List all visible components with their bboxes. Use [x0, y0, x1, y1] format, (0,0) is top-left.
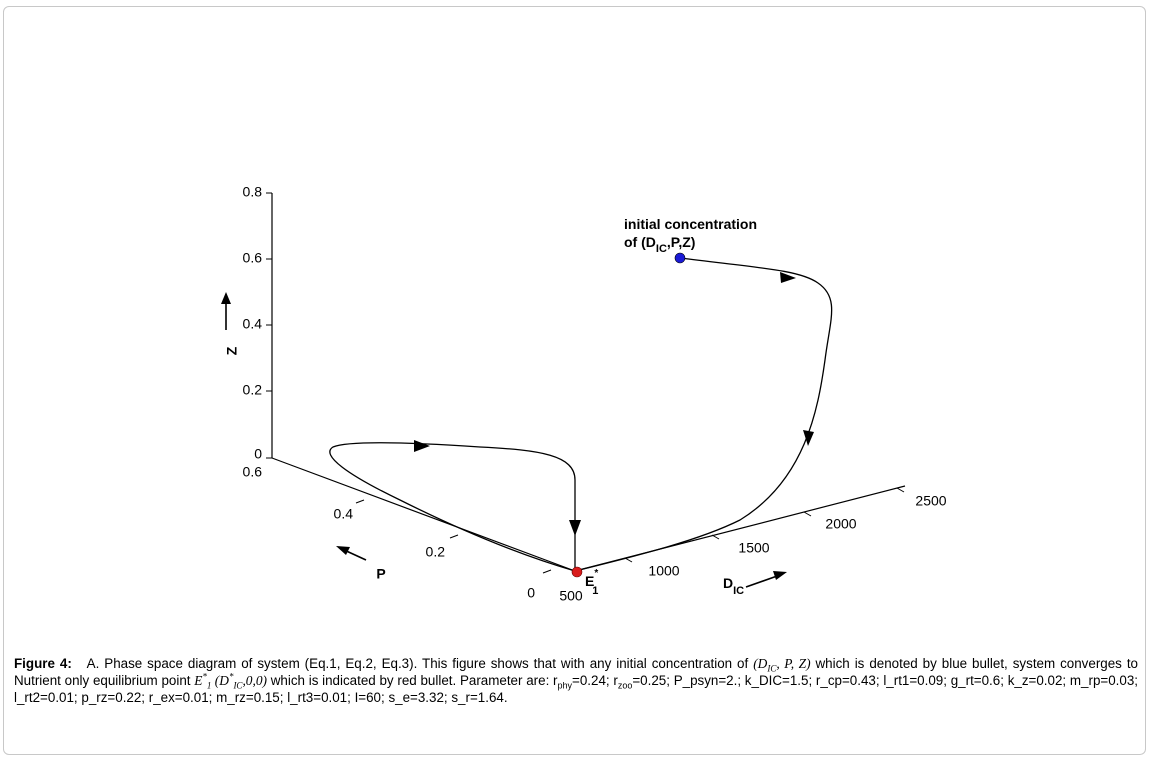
dic-axis-label: DIC	[723, 575, 744, 597]
dic-arrow-icon	[773, 571, 787, 580]
equilibrium-point-marker	[571, 566, 583, 578]
caption-text: which is indicated by red bullet. Parame…	[266, 673, 558, 688]
dic-axis-label-group: DIC	[723, 571, 787, 597]
figure-frame	[3, 6, 1146, 755]
z-tick-label: 0.8	[243, 184, 263, 200]
p-axis-line	[271, 457, 576, 572]
direction-arrow-icon	[414, 440, 430, 452]
p-tick-label: 0.2	[426, 544, 446, 560]
caption-text: A. Phase space diagram of system (Eq.1, …	[86, 656, 754, 671]
direction-arrow-icon	[803, 430, 814, 446]
dic-tick-label: 500	[559, 588, 583, 604]
equilibrium-label: E* 1	[585, 568, 598, 597]
p-axis-label-group: P	[336, 546, 386, 582]
caption-sub: phy	[557, 680, 573, 691]
direction-arrow-icon	[569, 520, 581, 536]
figure-caption: Figure 4: A. Phase space diagram of syst…	[14, 655, 1138, 706]
z-arrow-icon	[221, 292, 231, 304]
p-ticks: 0.6 0.4 0.2 0	[243, 464, 552, 601]
caption-sub: zoo	[617, 680, 633, 691]
p-axis-label: P	[376, 566, 385, 582]
p-tick-label: 0.4	[334, 506, 354, 522]
initial-point-marker	[674, 252, 686, 264]
caption-text: =0.24; r	[572, 673, 618, 688]
initial-annotation-line2: of (DIC,P,Z)	[624, 234, 695, 255]
dic-ticks: 500 1000 1500 2000 2500	[559, 487, 947, 604]
z-ticks: 0.8 0.6 0.4 0.2 0	[243, 184, 272, 462]
dic-tick-label: 2000	[825, 516, 856, 532]
caption-text: which is denoted by blue bullet, system …	[14, 656, 1138, 688]
z-tick-label: 0.4	[243, 316, 263, 332]
p-tick-label: 0	[527, 585, 535, 601]
direction-arrow-icon	[780, 272, 796, 283]
p-tick-label: 0.6	[243, 464, 263, 480]
z-axis-label: Z	[224, 346, 240, 355]
trajectory-arrows	[414, 272, 814, 536]
p-arrow-icon	[336, 546, 350, 555]
z-axis-label-group: Z	[221, 292, 240, 355]
caption-text: =0.25; P_psyn=2.; k_DIC=1.5; r_cp=0.43; …	[14, 673, 1138, 705]
caption-lead: Figure 4:	[14, 656, 72, 671]
phase-space-chart: 0.8 0.6 0.4 0.2 0 0.6 0.4 0.2 0 500 1000…	[221, 184, 947, 604]
caption-math: (DIC, P, Z)	[753, 656, 811, 674]
z-tick-label: 0.2	[243, 382, 263, 398]
caption-eq: E*1 (D*IC,0,0)	[194, 671, 267, 691]
z-tick-label: 0.6	[243, 250, 263, 266]
dic-tick-label: 1500	[738, 540, 769, 556]
dic-tick-label: 1000	[648, 563, 679, 579]
z-tick-label: 0	[254, 446, 262, 462]
initial-annotation-line1: initial concentration	[624, 216, 757, 232]
axes	[271, 193, 906, 572]
dic-tick-label: 2500	[915, 493, 946, 509]
